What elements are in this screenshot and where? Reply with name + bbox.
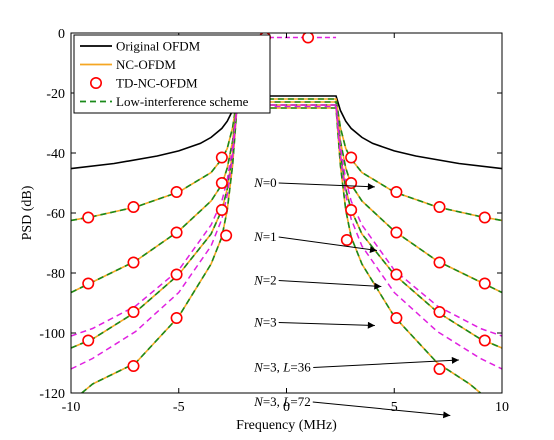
y-tick-label: 0	[58, 27, 65, 42]
annotation-label: N=3, L=36	[253, 360, 311, 375]
series-l36	[71, 104, 502, 337]
td-nc-ofdm-marker	[390, 268, 403, 281]
x-tick-label: -5	[173, 400, 185, 415]
td-nc-ofdm-marker	[340, 234, 353, 247]
annotation-arrow	[278, 182, 375, 191]
x-tick-label: -10	[62, 400, 81, 415]
legend-box	[73, 34, 271, 114]
td-nc-ofdm-marker	[220, 229, 233, 242]
series-nc2-low-interference	[71, 104, 502, 349]
td-nc-ofdm-marker	[170, 268, 183, 281]
td-nc-ofdm-marker	[433, 305, 446, 318]
annotation-label: N=3, L=72	[253, 394, 311, 409]
x-axis-label: Frequency (MHz)	[236, 418, 337, 433]
td-nc-ofdm-marker	[302, 33, 315, 44]
td-nc-ofdm-marker	[127, 201, 140, 214]
td-nc-ofdm-marker	[433, 362, 446, 375]
series-nc3-low-interference	[81, 107, 481, 393]
legend-entry-label: NC-OFDM	[116, 57, 176, 72]
td-nc-ofdm-marker	[82, 277, 95, 290]
annotation-label: N=3	[253, 315, 277, 330]
annotation-arrow	[278, 321, 375, 329]
td-nc-ofdm-marker	[478, 277, 491, 290]
legend-entry-label: Original OFDM	[116, 39, 201, 54]
y-tick-label: -40	[46, 147, 65, 162]
annotation-label: N=2	[253, 273, 277, 288]
td-nc-ofdm-marker	[478, 211, 491, 224]
td-nc-ofdm-marker	[478, 334, 491, 347]
td-nc-ofdm-marker	[170, 186, 183, 199]
td-nc-ofdm-marker	[170, 311, 183, 324]
legend: Original OFDM NC-OFDM TD-NC-OFDM Low-interf…	[73, 34, 271, 114]
y-tick-label: -60	[46, 207, 65, 222]
td-nc-ofdm-marker	[433, 201, 446, 214]
td-nc-ofdm-marker	[390, 186, 403, 199]
td-nc-ofdm-marker	[215, 151, 228, 164]
td-nc-ofdm-marker	[82, 334, 95, 347]
x-tick-label: 0	[283, 400, 290, 415]
annotation-label: N=0	[253, 175, 277, 190]
series-nc3-ncofdm	[81, 107, 481, 393]
y-tick-label: -20	[46, 87, 65, 102]
annotations: N=0 N=1 N=2 N=3 N=3, L=36 N=3, L=72	[253, 175, 459, 419]
td-nc-ofdm-marker	[82, 211, 95, 224]
plot-area	[71, 33, 502, 393]
annotation-arrow	[278, 280, 382, 290]
x-tick-label: 10	[495, 400, 509, 415]
td-nc-ofdm-marker	[345, 204, 358, 217]
legend-swatch-marker	[90, 77, 103, 90]
td-nc-ofdm-marker	[215, 177, 228, 190]
y-tick-label: -80	[46, 267, 65, 282]
series-l72	[71, 105, 502, 370]
annotation-arrow	[312, 401, 451, 419]
axes: -10 -5 0 5 10 0 -20 -40 -60 -80 -100 -120	[39, 27, 509, 415]
annotation-arrow	[313, 356, 459, 368]
td-nc-ofdm-marker	[390, 226, 403, 239]
annotation-arrow	[278, 236, 378, 254]
td-nc-ofdm-marker	[345, 151, 358, 164]
series-nc1-low-interference	[71, 101, 502, 294]
series-original-ofdm	[71, 95, 502, 170]
annotation-label: N=1	[253, 229, 277, 244]
y-tick-label: -120	[39, 387, 65, 402]
td-nc-ofdm-marker	[345, 177, 358, 190]
td-nc-ofdm-marker	[215, 204, 228, 217]
td-nc-ofdm-marker	[390, 311, 403, 324]
y-axis-label: PSD (dB)	[20, 185, 35, 240]
td-nc-ofdm-marker	[127, 256, 140, 269]
td-nc-ofdm-marker	[127, 359, 140, 372]
td-nc-ofdm-marker	[170, 226, 183, 239]
td-nc-ofdm-marker	[127, 305, 140, 318]
legend-entry-label: Low-interference scheme	[116, 94, 249, 109]
td-nc-ofdm-marker	[433, 256, 446, 269]
legend-entry-label: TD-NC-OFDM	[116, 76, 198, 91]
x-tick-label: 5	[391, 400, 398, 415]
y-tick-label: -100	[39, 327, 65, 342]
